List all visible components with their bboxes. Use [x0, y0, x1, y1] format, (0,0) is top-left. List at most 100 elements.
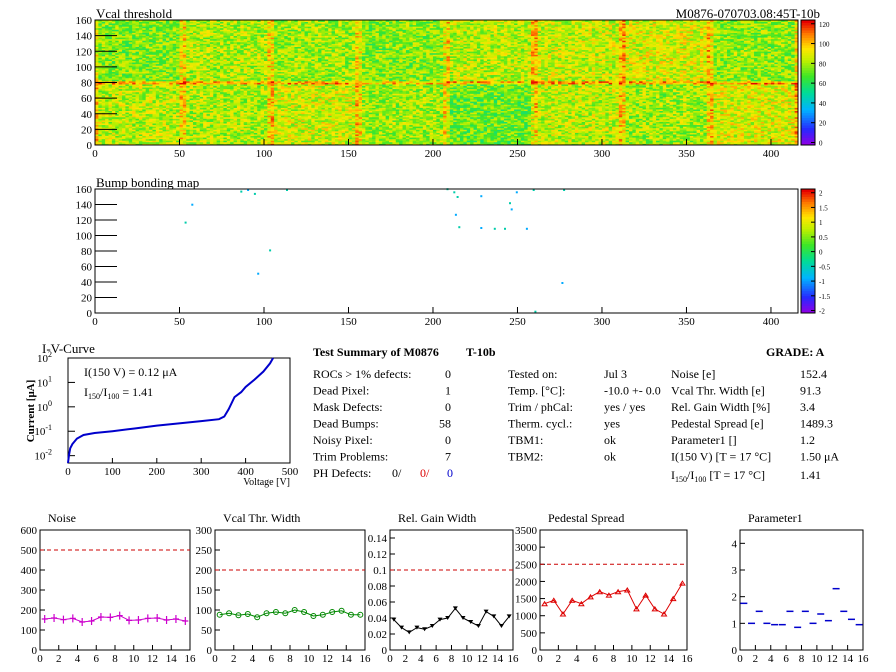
- vcal-cell: [169, 74, 174, 77]
- vcal-cell: [179, 112, 184, 115]
- vcal-cell: [135, 88, 140, 91]
- vcal-cell: [122, 137, 126, 140]
- vcal-cell: [95, 138, 99, 141]
- vcal-cell: [152, 124, 157, 127]
- vcal-cell: [101, 26, 106, 29]
- vcal-cell: [98, 115, 103, 118]
- vcal-cell: [176, 102, 180, 105]
- vcal-cell: [101, 127, 106, 130]
- vcal-cell: [152, 23, 157, 26]
- vcal-cell: [169, 70, 174, 72]
- vcal-cell: [98, 118, 103, 121]
- vcal-cell: [159, 48, 163, 51]
- vcal-cell: [128, 85, 133, 88]
- vcal-cell: [108, 104, 113, 107]
- vcal-cell: [142, 30, 147, 33]
- vcal-cell: [108, 35, 113, 38]
- vcal-cell: [105, 66, 109, 69]
- vcal-cell: [108, 115, 113, 118]
- vcal-cell: [128, 77, 133, 80]
- vcal-cell: [189, 30, 194, 33]
- vcal-cell: [95, 123, 99, 126]
- vcal-cell: [142, 27, 147, 30]
- vcal-cell: [179, 34, 184, 37]
- vcal-cell: [108, 105, 113, 108]
- vcal-cell: [125, 29, 130, 32]
- vcal-cell: [138, 29, 143, 32]
- vcal-cell: [186, 84, 191, 87]
- vcal-cell: [128, 96, 133, 99]
- vcal-cell: [138, 130, 143, 133]
- vcal-cell: [186, 21, 191, 24]
- vcal-cell: [145, 60, 150, 63]
- vcal-cell: [118, 48, 123, 51]
- vcal-cell: [145, 80, 150, 83]
- vcal-cell: [155, 20, 160, 22]
- vcal-cell: [193, 120, 197, 122]
- vcal-cell: [172, 110, 177, 113]
- vcal-cell: [111, 87, 116, 90]
- vcal-cell: [132, 123, 136, 126]
- vcal-cell: [98, 135, 103, 138]
- vcal-cell: [125, 112, 130, 115]
- vcal-cell: [176, 93, 180, 96]
- vcal-cell: [105, 120, 109, 122]
- vcal-cell: [145, 52, 150, 55]
- vcal-cell: [135, 93, 140, 96]
- vcal-cell: [105, 138, 109, 141]
- vcal-cell: [125, 62, 130, 65]
- vcal-cell: [115, 46, 120, 49]
- vcal-cell: [108, 48, 113, 51]
- vcal-cell: [182, 73, 187, 76]
- vcal-cell: [162, 65, 167, 68]
- vcal-cell: [138, 116, 143, 119]
- vcal-cell: [172, 102, 177, 105]
- vcal-cell: [149, 82, 153, 85]
- vcal-cell: [142, 109, 147, 112]
- vcal-cell: [128, 104, 133, 107]
- vcal-cell: [189, 43, 194, 46]
- vcal-cell: [159, 101, 163, 104]
- vcal-cell: [105, 73, 109, 76]
- vcal-cell: [193, 143, 197, 146]
- vcal-cell: [149, 54, 153, 57]
- vcal-cell: [118, 57, 123, 60]
- vcal-cell: [179, 46, 184, 49]
- vcal-cell: [165, 109, 170, 112]
- vcal-cell: [142, 98, 147, 101]
- vcal-cell: [105, 80, 109, 83]
- vcal-cell: [159, 23, 163, 26]
- vcal-cell: [105, 135, 109, 138]
- vcal-cell: [186, 116, 191, 119]
- vcal-cell: [125, 116, 130, 119]
- vcal-cell: [169, 68, 174, 71]
- vcal-cell: [125, 135, 130, 138]
- vcal-cell: [132, 101, 136, 104]
- vcal-cell: [138, 55, 143, 58]
- vcal-cell: [135, 82, 140, 85]
- vcal-cell: [135, 123, 140, 126]
- vcal-cell: [145, 120, 150, 122]
- vcal-cell: [162, 95, 167, 97]
- vcal-cell: [169, 55, 174, 58]
- vcal-cell: [155, 102, 160, 105]
- vcal-cell: [182, 71, 187, 74]
- vcal-cell: [176, 126, 180, 129]
- vcal-cell: [149, 51, 153, 54]
- vcal-cell: [115, 113, 120, 116]
- vcal-cell: [128, 46, 133, 49]
- vcal-cell: [98, 41, 103, 44]
- vcal-cell: [149, 135, 153, 138]
- vcal-cell: [142, 113, 147, 116]
- vcal-cell: [128, 124, 133, 127]
- vcal-cell: [138, 143, 143, 146]
- vcal-cell: [169, 93, 174, 96]
- vcal-cell: [172, 129, 177, 132]
- vcal-cell: [162, 112, 167, 115]
- vcal-cell: [155, 65, 160, 68]
- vcal-cell: [135, 101, 140, 104]
- vcal-cell: [132, 38, 136, 41]
- vcal-cell: [101, 99, 106, 102]
- vcal-cell: [111, 76, 116, 79]
- vcal-cell: [108, 66, 113, 69]
